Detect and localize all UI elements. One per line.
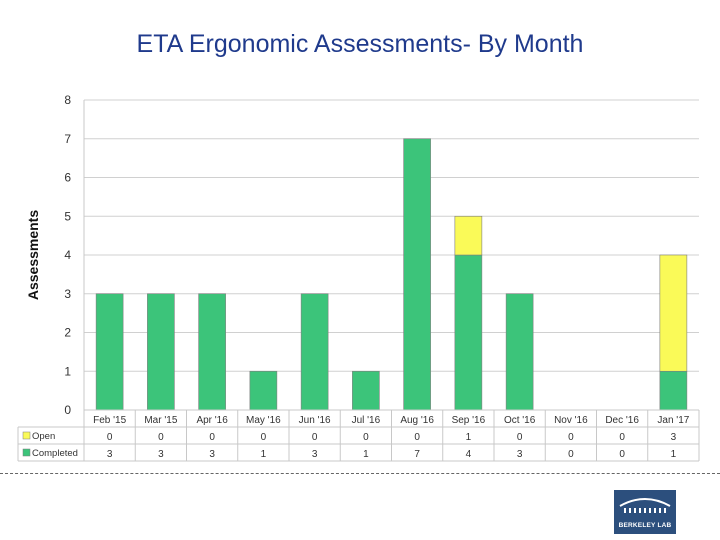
x-tick-label: Jan '17 [657, 415, 689, 426]
table-cell-completed: 4 [466, 449, 472, 460]
table-cell-open: 0 [209, 432, 215, 443]
y-tick-label: 5 [64, 209, 71, 223]
slide-title: ETA Ergonomic Assessments- By Month [136, 30, 584, 58]
bar-open-7 [454, 215, 483, 256]
table-cell-completed: 3 [312, 449, 318, 460]
y-tick-label: 6 [64, 171, 71, 185]
table-cell-completed: 3 [517, 449, 523, 460]
table-cell-completed: 7 [414, 449, 420, 460]
bar-completed-4 [300, 293, 329, 411]
logo-text: BERKELEY LAB [618, 522, 672, 529]
table-cell-completed: 1 [671, 449, 677, 460]
table-cell-completed: 0 [619, 449, 625, 460]
table-cell-open: 0 [158, 432, 164, 443]
table-cell-open: 0 [312, 432, 318, 443]
table-cell-completed: 1 [363, 449, 369, 460]
x-tick-label: Aug '16 [400, 415, 434, 426]
x-tick-label: Oct '16 [504, 415, 536, 426]
table-cell-open: 0 [363, 432, 369, 443]
bar-completed-5 [352, 370, 380, 411]
bar-completed-7 [454, 254, 483, 411]
table-cell-open: 0 [568, 432, 574, 443]
divider [0, 473, 720, 474]
x-tick-label: May '16 [246, 415, 281, 426]
bar-completed-0 [95, 293, 124, 411]
building-icon [619, 498, 671, 513]
table-cell-open: 0 [619, 432, 625, 443]
x-tick-label: Apr '16 [196, 415, 228, 426]
bar-completed-6 [403, 138, 431, 411]
y-axis-label: Assessments [25, 210, 41, 300]
bar-completed-1 [147, 293, 175, 411]
bar-completed-3 [249, 370, 278, 411]
table-cell-completed: 0 [568, 449, 574, 460]
legend-label-open: Open [32, 431, 55, 442]
table-cell-completed: 3 [107, 449, 113, 460]
table-cell-open: 0 [414, 432, 420, 443]
bar-completed-2 [198, 293, 226, 411]
y-tick-label: 7 [64, 132, 71, 146]
berkeley-lab-logo: BERKELEY LAB [614, 490, 676, 534]
table-cell-open: 3 [671, 432, 677, 443]
y-tick-label: 3 [64, 287, 71, 301]
table-cell-open: 0 [517, 432, 523, 443]
table-cell-open: 0 [107, 432, 113, 443]
legend-label-completed: Completed [32, 448, 78, 459]
bar-completed-8 [505, 293, 534, 411]
x-tick-label: Mar '15 [144, 415, 177, 426]
table-cell-open: 0 [261, 432, 267, 443]
x-tick-label: Feb '15 [93, 415, 126, 426]
y-tick-label: 4 [64, 248, 71, 262]
x-tick-label: Nov '16 [554, 415, 588, 426]
table-cell-completed: 3 [209, 449, 215, 460]
x-tick-label: Jun '16 [299, 415, 331, 426]
bar-completed-11 [659, 370, 688, 411]
y-tick-label: 2 [64, 326, 71, 340]
table-cell-completed: 3 [158, 449, 164, 460]
table-cell-open: 1 [466, 432, 472, 443]
y-tick-label: 1 [64, 364, 71, 378]
chart: 0 1 2 3 4 5 6 7 8 Assessments Feb '15 Mar '15 Apr '1… [17, 93, 700, 462]
x-tick-label: Dec '16 [605, 415, 639, 426]
x-tick-label: Sep '16 [452, 415, 486, 426]
x-tick-label: Jul '16 [352, 415, 381, 426]
table-cell-completed: 1 [261, 449, 267, 460]
legend-swatch-open [22, 431, 31, 440]
y-tick-label: 0 [64, 403, 71, 417]
bar-open-11 [659, 254, 688, 372]
legend-swatch-completed [22, 448, 31, 457]
y-tick-label: 8 [64, 93, 71, 107]
